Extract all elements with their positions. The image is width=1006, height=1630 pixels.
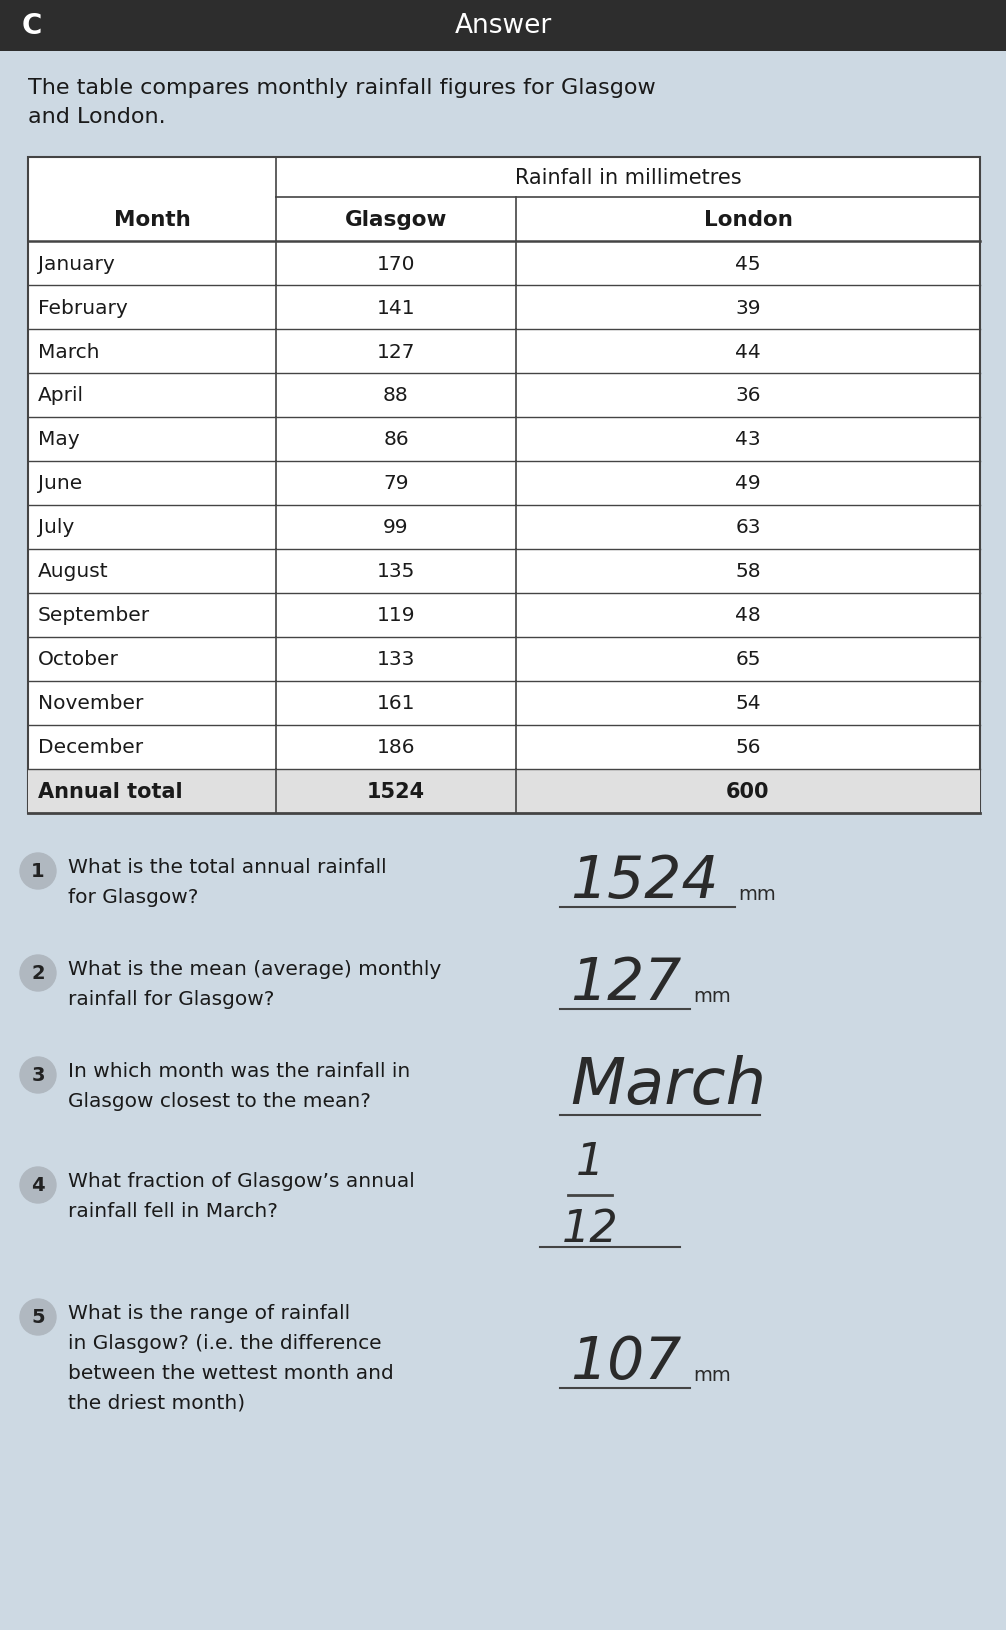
Text: 133: 133 — [377, 650, 415, 668]
Text: 127: 127 — [377, 342, 415, 362]
Text: May: May — [38, 430, 79, 450]
Text: What is the total annual rainfall: What is the total annual rainfall — [68, 857, 386, 877]
Text: 58: 58 — [735, 562, 761, 582]
Text: in Glasgow? (i.e. the difference: in Glasgow? (i.e. the difference — [68, 1333, 381, 1353]
Text: 1524: 1524 — [570, 852, 718, 910]
Text: 88: 88 — [383, 386, 408, 406]
Text: 39: 39 — [735, 298, 761, 318]
Text: April: April — [38, 386, 83, 406]
Text: 63: 63 — [735, 518, 761, 538]
Circle shape — [20, 1167, 56, 1203]
Text: Glasgow closest to the mean?: Glasgow closest to the mean? — [68, 1092, 371, 1110]
Text: 135: 135 — [377, 562, 415, 582]
Text: 44: 44 — [735, 342, 761, 362]
Bar — [0, 0, 1006, 52]
Text: March: March — [570, 1055, 767, 1117]
Text: 79: 79 — [383, 474, 408, 494]
Text: The table compares monthly rainfall figures for Glasgow
and London.: The table compares monthly rainfall figu… — [28, 78, 656, 127]
Circle shape — [20, 854, 56, 890]
Text: Answer: Answer — [455, 13, 551, 39]
Text: mm: mm — [693, 986, 730, 1006]
Text: September: September — [38, 606, 150, 626]
Text: June: June — [38, 474, 82, 494]
Text: the driest month): the driest month) — [68, 1394, 245, 1412]
Text: C: C — [22, 11, 42, 41]
Text: 12: 12 — [561, 1208, 619, 1250]
Text: Month: Month — [114, 210, 190, 230]
Circle shape — [20, 1299, 56, 1335]
Bar — [28, 158, 980, 813]
Text: 4: 4 — [31, 1175, 45, 1195]
Text: 186: 186 — [377, 738, 415, 756]
Text: February: February — [38, 298, 128, 318]
Text: October: October — [38, 650, 119, 668]
Text: 48: 48 — [735, 606, 761, 626]
Text: 2: 2 — [31, 963, 45, 983]
Text: December: December — [38, 738, 143, 756]
Text: 1: 1 — [575, 1141, 605, 1183]
Text: Rainfall in millimetres: Rainfall in millimetres — [515, 168, 741, 187]
Text: November: November — [38, 694, 144, 712]
Bar — [28, 769, 980, 813]
Text: 45: 45 — [735, 254, 761, 274]
Text: London: London — [703, 210, 793, 230]
Text: Glasgow: Glasgow — [345, 210, 448, 230]
Text: 141: 141 — [376, 298, 415, 318]
Text: 3: 3 — [31, 1066, 44, 1086]
Text: 107: 107 — [570, 1333, 681, 1390]
Text: 99: 99 — [383, 518, 408, 538]
Text: 56: 56 — [735, 738, 761, 756]
Text: 54: 54 — [735, 694, 761, 712]
Text: 86: 86 — [383, 430, 408, 450]
Text: 119: 119 — [377, 606, 415, 626]
Text: 170: 170 — [377, 254, 415, 274]
Text: July: July — [38, 518, 74, 538]
Text: 43: 43 — [735, 430, 761, 450]
Text: March: March — [38, 342, 100, 362]
Text: Annual total: Annual total — [38, 781, 183, 802]
Text: 1524: 1524 — [367, 781, 426, 802]
Circle shape — [20, 955, 56, 991]
Text: mm: mm — [693, 1366, 730, 1384]
Text: 5: 5 — [31, 1307, 45, 1327]
Text: August: August — [38, 562, 109, 582]
Text: 127: 127 — [570, 955, 681, 1012]
Text: 600: 600 — [726, 781, 770, 802]
Text: rainfall for Glasgow?: rainfall for Glasgow? — [68, 989, 275, 1009]
Text: What is the range of rainfall: What is the range of rainfall — [68, 1304, 350, 1322]
Text: January: January — [38, 254, 115, 274]
Text: rainfall fell in March?: rainfall fell in March? — [68, 1201, 278, 1221]
Text: for Glasgow?: for Glasgow? — [68, 887, 198, 906]
Text: What is the mean (average) monthly: What is the mean (average) monthly — [68, 960, 442, 978]
Text: 36: 36 — [735, 386, 761, 406]
Text: 65: 65 — [735, 650, 761, 668]
Text: 49: 49 — [735, 474, 761, 494]
Text: 1: 1 — [31, 862, 45, 880]
Text: 161: 161 — [377, 694, 415, 712]
Text: between the wettest month and: between the wettest month and — [68, 1363, 393, 1382]
Text: In which month was the rainfall in: In which month was the rainfall in — [68, 1061, 410, 1081]
Circle shape — [20, 1058, 56, 1094]
Text: mm: mm — [738, 885, 776, 903]
Text: What fraction of Glasgow’s annual: What fraction of Glasgow’s annual — [68, 1172, 414, 1190]
